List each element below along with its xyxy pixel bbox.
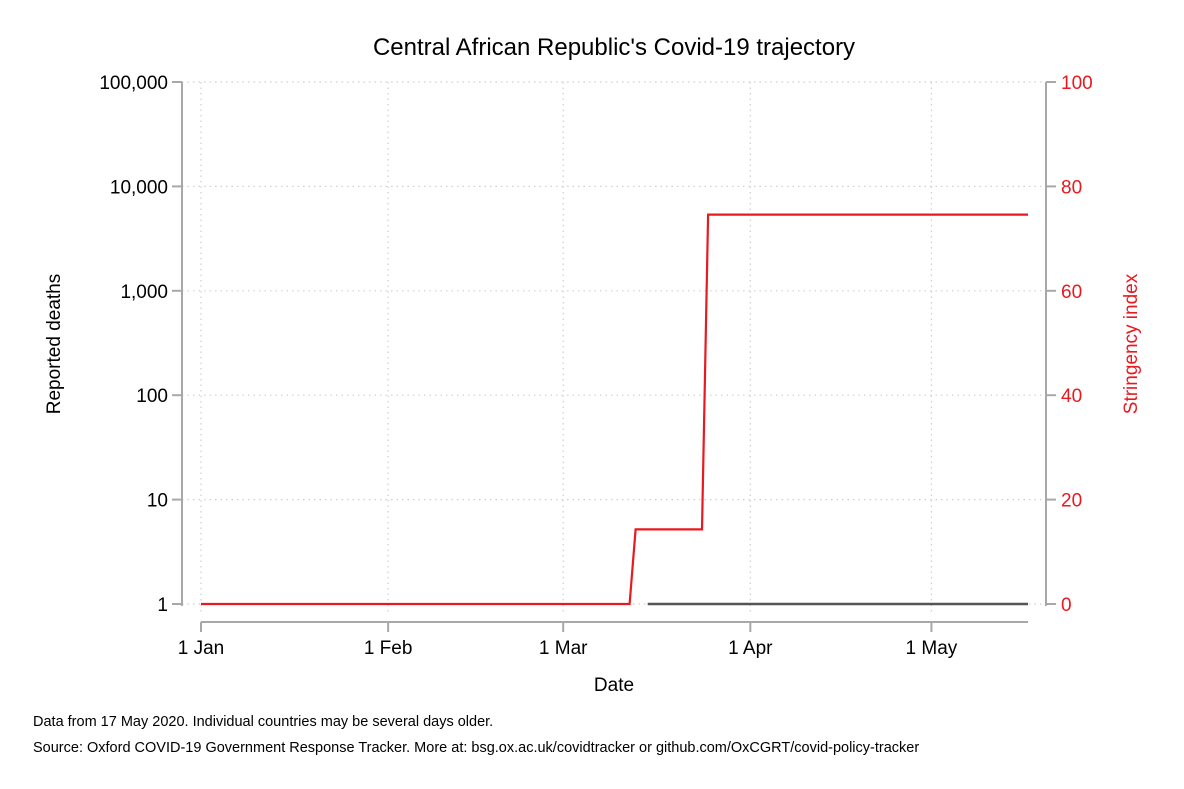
right-tick-label: 40 xyxy=(1061,386,1082,407)
series-lines xyxy=(201,213,1028,606)
right-tick-label: 20 xyxy=(1061,491,1082,512)
left-y-axis-label: Reported deaths xyxy=(44,274,65,415)
x-axis-label: Date xyxy=(594,675,634,696)
x-ticks: 1 Jan 1 Feb 1 Mar 1 Apr 1 May xyxy=(178,622,958,659)
right-tick-label: 100 xyxy=(1061,73,1093,94)
right-y-ticks: 0 20 40 60 80 100 xyxy=(1046,73,1093,616)
x-tick-label: 1 Feb xyxy=(364,638,413,659)
note-data-date: Data from 17 May 2020. Individual countr… xyxy=(33,714,493,730)
right-tick-label: 60 xyxy=(1061,282,1082,303)
note-source: Source: Oxford COVID-19 Government Respo… xyxy=(33,740,919,756)
chart-title: Central African Republic's Covid-19 traj… xyxy=(373,34,855,61)
x-tick-label: 1 Jan xyxy=(178,638,224,659)
left-tick-label: 100,000 xyxy=(99,73,168,94)
gridlines xyxy=(182,81,1046,612)
left-y-ticks: 1 10 100 1,000 10,000 100,000 xyxy=(99,73,182,616)
left-tick-label: 10 xyxy=(147,491,168,512)
left-tick-label: 10,000 xyxy=(110,177,168,198)
x-tick-label: 1 Apr xyxy=(728,638,773,659)
x-tick-label: 1 May xyxy=(906,638,958,659)
x-tick-label: 1 Mar xyxy=(539,638,588,659)
right-tick-label: 80 xyxy=(1061,177,1082,198)
left-tick-label: 1 xyxy=(157,595,168,616)
left-tick-label: 100 xyxy=(136,386,168,407)
right-y-axis-label: Stringency index xyxy=(1121,273,1142,414)
stringency-line xyxy=(201,213,1028,606)
right-tick-label: 0 xyxy=(1061,595,1072,616)
left-tick-label: 1,000 xyxy=(120,282,168,303)
